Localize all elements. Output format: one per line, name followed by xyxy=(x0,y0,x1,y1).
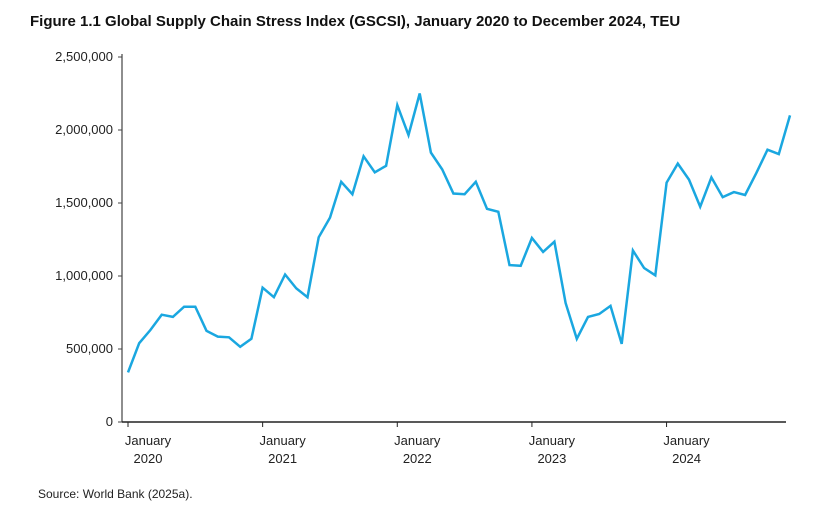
y-tick-label: 1,500,000 xyxy=(55,195,113,210)
series-line xyxy=(126,93,792,373)
x-tick-year: 2023 xyxy=(537,451,566,466)
source-note: Source: World Bank (2025a). xyxy=(38,487,193,501)
x-tick-month: January xyxy=(125,433,172,448)
x-tick-year: 2024 xyxy=(672,451,701,466)
x-tick-month: January xyxy=(529,433,576,448)
y-tick-label: 500,000 xyxy=(66,341,113,356)
y-tick-label: 2,500,000 xyxy=(55,49,113,64)
line-chart: 0 500,000 1,000,000 1,500,000 2,000,000 2,500… xyxy=(55,49,792,466)
y-tick-label: 0 xyxy=(106,414,113,429)
y-tick-label: 1,000,000 xyxy=(55,268,113,283)
x-tick-month: January xyxy=(663,433,710,448)
x-tick-month: January xyxy=(394,433,441,448)
y-tick-label: 2,000,000 xyxy=(55,122,113,137)
x-tick-year: 2022 xyxy=(403,451,432,466)
chart-title: Figure 1.1 Global Supply Chain Stress In… xyxy=(30,13,681,30)
x-tick-year: 2021 xyxy=(268,451,297,466)
x-tick-year: 2020 xyxy=(134,451,163,466)
x-tick-month: January xyxy=(260,433,307,448)
